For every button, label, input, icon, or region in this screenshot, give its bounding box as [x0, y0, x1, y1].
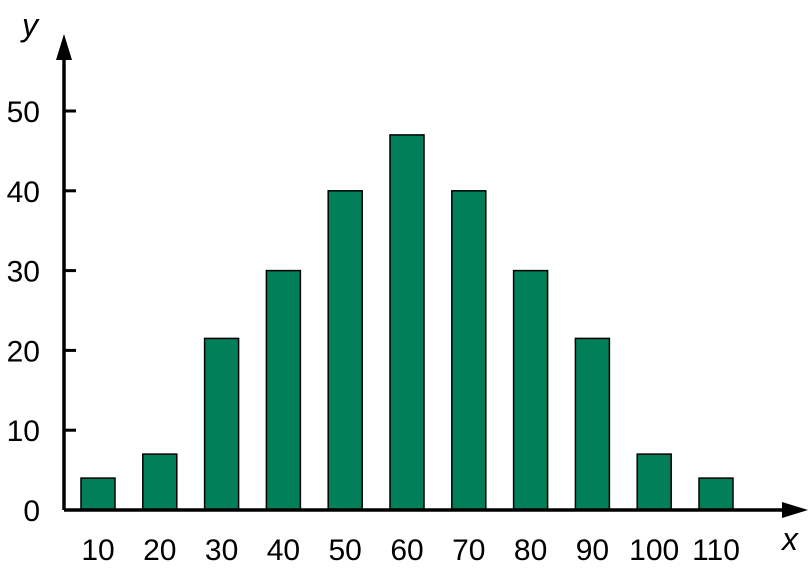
- x-tick-label-90: 90: [576, 534, 609, 567]
- bar-10: [80, 477, 116, 511]
- x-tick-label-70: 70: [452, 534, 485, 567]
- x-tick-label-50: 50: [329, 534, 362, 567]
- y-axis-arrow: [56, 34, 72, 60]
- y-tick-label-0: 0: [23, 495, 40, 528]
- x-tick-label-60: 60: [390, 534, 423, 567]
- bar-80: [512, 269, 549, 511]
- bar-70: [451, 190, 487, 511]
- x-tick-label-30: 30: [205, 534, 238, 567]
- y-axis-label: y: [20, 7, 40, 43]
- bars-group: [80, 134, 734, 511]
- x-tick-label-100: 100: [629, 534, 679, 567]
- x-tick-label-20: 20: [143, 534, 176, 567]
- y-tick-label-20: 20: [7, 335, 40, 368]
- bar-100: [636, 453, 672, 511]
- y-tick-label-10: 10: [7, 415, 40, 448]
- bar-110: [698, 477, 734, 511]
- x-tick-label-110: 110: [692, 534, 740, 567]
- bar-60: [389, 134, 425, 511]
- y-tick-label-50: 50: [7, 96, 40, 129]
- bar-50: [327, 190, 363, 511]
- axes-group: [56, 34, 808, 518]
- bar-20: [142, 453, 178, 511]
- x-tick-label-80: 80: [514, 534, 547, 567]
- x-axis-arrow: [782, 502, 808, 518]
- x-ticks-group: 10 20 30 40 50 60 70 80 90 100 110: [81, 534, 740, 567]
- x-tick-label-40: 40: [267, 534, 300, 567]
- bar-40: [265, 269, 302, 511]
- bar-30: [203, 337, 240, 511]
- x-tick-label-10: 10: [81, 534, 114, 567]
- x-axis-label: x: [780, 521, 799, 557]
- y-tick-label-30: 30: [7, 256, 40, 289]
- y-ticks-group: 0 10 20 30 40 50: [7, 96, 76, 528]
- y-tick-label-40: 40: [7, 176, 40, 209]
- bar-90: [574, 337, 611, 511]
